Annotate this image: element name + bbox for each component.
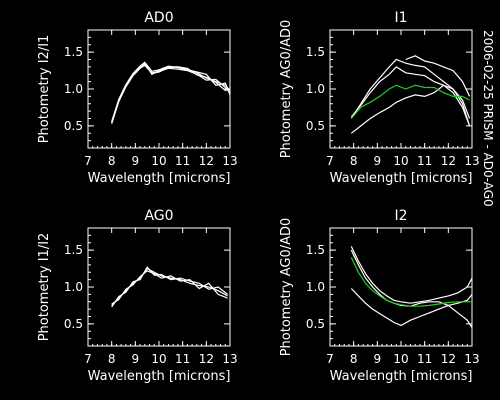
- x-tick-label: 9: [374, 154, 382, 168]
- x-tick-label: 13: [464, 352, 479, 366]
- x-tick-label: 9: [132, 352, 140, 366]
- panel-i2: I2 7 8 9 10 11 12 13 0.5 1.0 1.5 Wavelength [micron…: [279, 208, 480, 384]
- x-tick-label: 11: [175, 352, 190, 366]
- y-tick-label: 1.5: [64, 45, 83, 59]
- y-tick-label: 1.5: [306, 243, 325, 257]
- x-tick-label: 10: [151, 352, 166, 366]
- x-tick-label: 10: [151, 154, 166, 168]
- x-tick-label: 10: [393, 352, 408, 366]
- x-tick-label: 7: [326, 154, 334, 168]
- x-tick-label: 8: [350, 352, 358, 366]
- series-line: [111, 266, 228, 308]
- x-tick-label: 11: [417, 352, 432, 366]
- y-tick-label: 0.5: [64, 119, 83, 133]
- series-line: [350, 257, 472, 307]
- x-tick-label: 13: [464, 154, 479, 168]
- series-line: [405, 55, 471, 97]
- x-tick-label: 12: [199, 352, 214, 366]
- x-axis-label: Wavelength [microns]: [88, 369, 231, 384]
- x-tick-label: 11: [175, 154, 190, 168]
- panel-title: AG0: [144, 208, 173, 224]
- panel-title: I1: [394, 10, 407, 26]
- y-tick-label: 1.5: [306, 45, 325, 59]
- y-axis-label: Photometry I2/I1: [37, 35, 52, 144]
- x-tick-label: 7: [84, 352, 92, 366]
- panel-i1: I1 7 8 9 10 11 12 13 0.5 1.0 1.5 Wavelength [micron…: [279, 10, 480, 186]
- y-tick-label: 0.5: [306, 317, 325, 331]
- x-tick-label: 12: [199, 154, 214, 168]
- x-tick-label: 9: [374, 352, 382, 366]
- x-tick-label: 9: [132, 154, 140, 168]
- series-line: [350, 84, 471, 134]
- y-tick-label: 1.0: [64, 82, 83, 96]
- series-line: [111, 63, 231, 124]
- y-tick-label: 1.5: [64, 243, 83, 257]
- panel-ag0: AG0 7 8 9 10 11 12 13 0.5 1.0 1.5 Wavelength [micro…: [37, 208, 238, 384]
- y-axis-label: Photometry AG0/AD0: [279, 218, 294, 357]
- x-tick-label: 8: [108, 154, 116, 168]
- x-tick-label: 7: [326, 352, 334, 366]
- x-tick-label: 10: [393, 154, 408, 168]
- series-line: [350, 288, 473, 327]
- x-tick-label: 11: [417, 154, 432, 168]
- x-axis-label: Wavelength [microns]: [330, 369, 473, 384]
- panel-title: AD0: [144, 10, 173, 26]
- x-tick-label: 12: [441, 154, 456, 168]
- x-tick-label: 8: [350, 154, 358, 168]
- y-tick-label: 0.5: [306, 119, 325, 133]
- x-axis-label: Wavelength [microns]: [88, 171, 231, 186]
- y-tick-label: 1.0: [306, 82, 325, 96]
- y-axis-label: Photometry AG0/AD0: [279, 20, 294, 159]
- y-axis-label: Photometry I1/I2: [37, 233, 52, 342]
- series-line: [350, 66, 471, 127]
- panel-ad0: AD0 7 8 9 10 11 12 13 0.5 1.0 1.5 Wavelength [micro…: [37, 10, 238, 186]
- x-axis-label: Wavelength [microns]: [330, 171, 473, 186]
- x-tick-label: 7: [84, 154, 92, 168]
- x-tick-label: 13: [222, 154, 237, 168]
- x-tick-label: 13: [222, 352, 237, 366]
- panel-title: I2: [394, 208, 407, 224]
- series-line: [350, 246, 473, 304]
- y-tick-label: 1.0: [64, 280, 83, 294]
- x-tick-label: 12: [441, 352, 456, 366]
- y-tick-label: 1.0: [306, 280, 325, 294]
- side-label: 2006-02-25 PRISM - AD0-AG0: [481, 30, 495, 207]
- series-line: [350, 84, 470, 119]
- x-tick-label: 8: [108, 352, 116, 366]
- y-tick-label: 0.5: [64, 317, 83, 331]
